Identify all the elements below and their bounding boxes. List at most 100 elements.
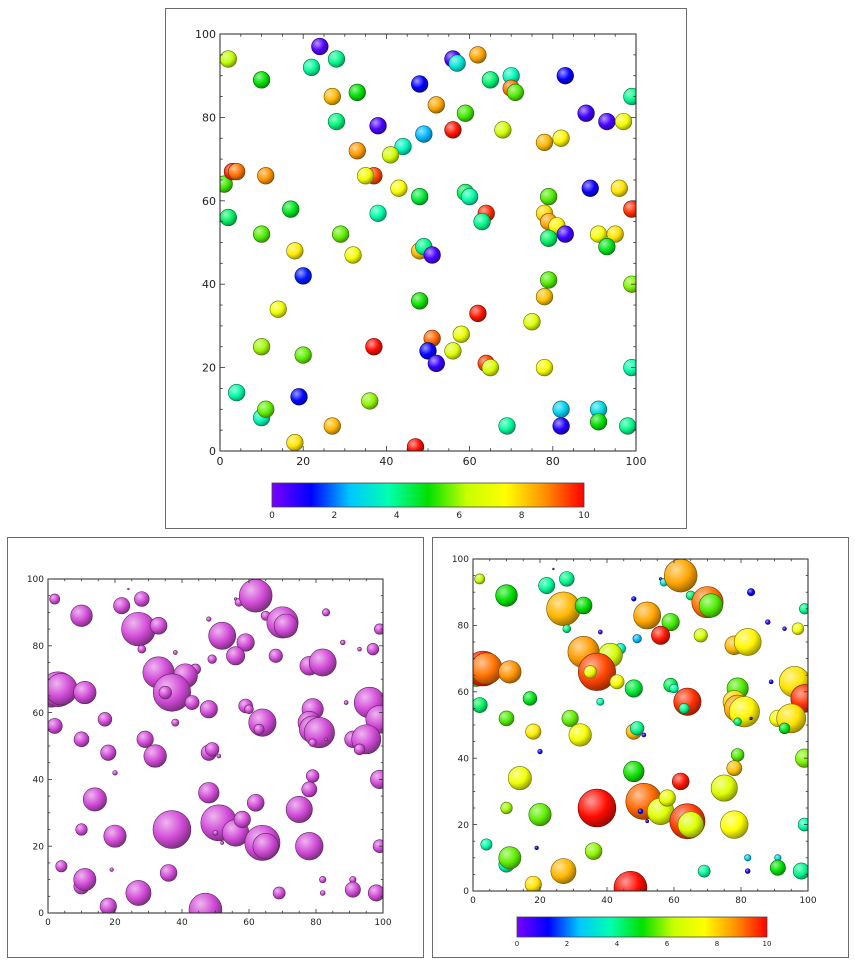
scatter-point [498,710,515,727]
scatter-point [109,867,114,872]
scatter-point [584,842,603,860]
scatter-point [534,845,539,850]
scatter-point [614,112,633,131]
x-tick-label: 40 [379,455,393,468]
scatter-point [411,75,429,93]
scatter-point [188,892,223,913]
scatter-point [556,67,574,85]
scatter-point [658,789,676,807]
scatter-point [369,117,387,135]
x-tick-label: 0 [45,918,51,928]
scatter-point [308,738,317,747]
scatter-point [540,271,558,289]
scatter-point [348,83,366,101]
x-tick-label: 80 [735,896,747,906]
scatter-point [212,830,219,836]
scatter-point [782,626,787,631]
scatter-point [49,593,61,605]
scatter-point [522,691,538,706]
scatter-point [121,611,156,647]
scatter-point [537,748,543,755]
x-tick-label: 60 [463,455,477,468]
scatter-point [172,650,178,655]
scatter-point [238,579,273,613]
scatter-point [498,417,516,435]
scatter-point [295,832,324,861]
scatter-point [577,104,595,122]
scatter-point [597,629,603,635]
scatter-point [744,868,751,874]
scatter-point [327,50,346,68]
scatter-point [799,603,808,615]
scatter-point [319,890,326,896]
scatter-point [374,623,383,635]
scatter-point [456,104,475,122]
scatter-point [158,685,172,700]
scatter-point [473,697,488,713]
scatter-point [610,179,628,197]
scatter-point [206,616,212,622]
scatter-point [348,142,366,160]
scatter-point [199,700,218,719]
scatter-point [606,225,624,243]
scatter-point [220,208,237,227]
scatter-point [552,417,570,435]
colorbar-tick-label: 10 [578,511,590,521]
scatter-point [423,246,441,264]
scatter-point [481,71,500,89]
scatter-point [550,858,577,884]
scatter-point [562,624,572,633]
scatter-point [574,596,593,615]
scatter-point [726,760,743,777]
scatter-point [369,204,387,222]
scatter-point [257,400,275,418]
y-tick-label: 80 [33,642,45,652]
scatter-point [70,604,93,627]
colorbar-tick-label: 8 [715,940,719,948]
y-tick-label: 40 [202,278,216,291]
markers-group [473,559,808,891]
scatter-point [507,766,532,791]
scatter-point [535,358,554,377]
scatter-point [159,864,178,882]
scatter-point [112,770,118,776]
uniform-size-scatter-chart: 0 20 40 60 80 100 0 20 40 60 80 100 0 2 4 6 8 10 [195,28,647,521]
scatter-point [427,354,445,373]
scatter-point [791,622,805,635]
scatter-point [152,810,192,849]
y-tick-label: 100 [195,28,216,41]
scatter-point [733,628,762,656]
scatter-point [136,730,154,748]
scatter-point [228,162,246,181]
scatter-point [552,400,570,418]
scatter-point [494,121,512,139]
colorbar-tick-label: 2 [332,511,338,521]
scatter-point [327,112,346,131]
scatter-point [356,167,375,185]
y-tick-label: 20 [458,821,470,831]
scatter-point [273,613,298,638]
scatter-point [324,737,328,741]
colorbar-tick-label: 0 [269,511,275,521]
scatter-point [637,808,644,815]
scatter-point [252,338,271,356]
scatter-point [99,897,117,913]
scatter-point [720,810,749,839]
scatter-point [677,811,704,838]
y-tick-label: 60 [33,709,45,719]
scatter-point [535,288,554,306]
scatter-point [444,342,462,360]
scatter-point [528,803,552,827]
scatter-point [577,652,616,691]
y-tick-label: 100 [452,555,469,565]
scatter-point [344,246,362,264]
scatter-point [73,868,97,892]
scatter-point [290,388,308,406]
scatter-point [730,748,745,762]
x-tick-label: 100 [626,455,647,468]
scatter-point [749,716,753,721]
scatter-point [552,567,555,571]
scatter-point [272,886,286,900]
scatter-point [353,743,366,756]
scatter-point [481,358,500,377]
